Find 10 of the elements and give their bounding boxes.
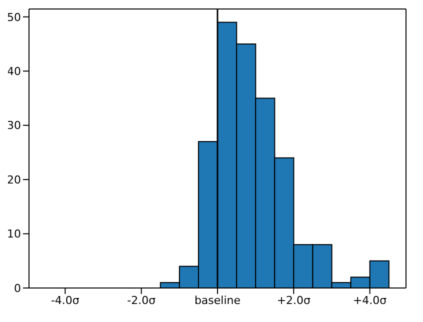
x-tick-label: +2.0σ: [276, 294, 311, 307]
x-tick-label: -4.0σ: [50, 294, 80, 307]
x-tick-label: +4.0σ: [352, 294, 387, 307]
y-tick-label: 50: [7, 10, 21, 24]
y-tick-label: 20: [7, 173, 21, 186]
y-tick-label: 10: [7, 228, 21, 241]
y-tick-label: 30: [7, 119, 21, 132]
x-tick-label: -2.0σ: [127, 294, 156, 307]
y-tick-label: 0: [14, 282, 21, 295]
x-tick-label: baseline: [194, 294, 241, 307]
